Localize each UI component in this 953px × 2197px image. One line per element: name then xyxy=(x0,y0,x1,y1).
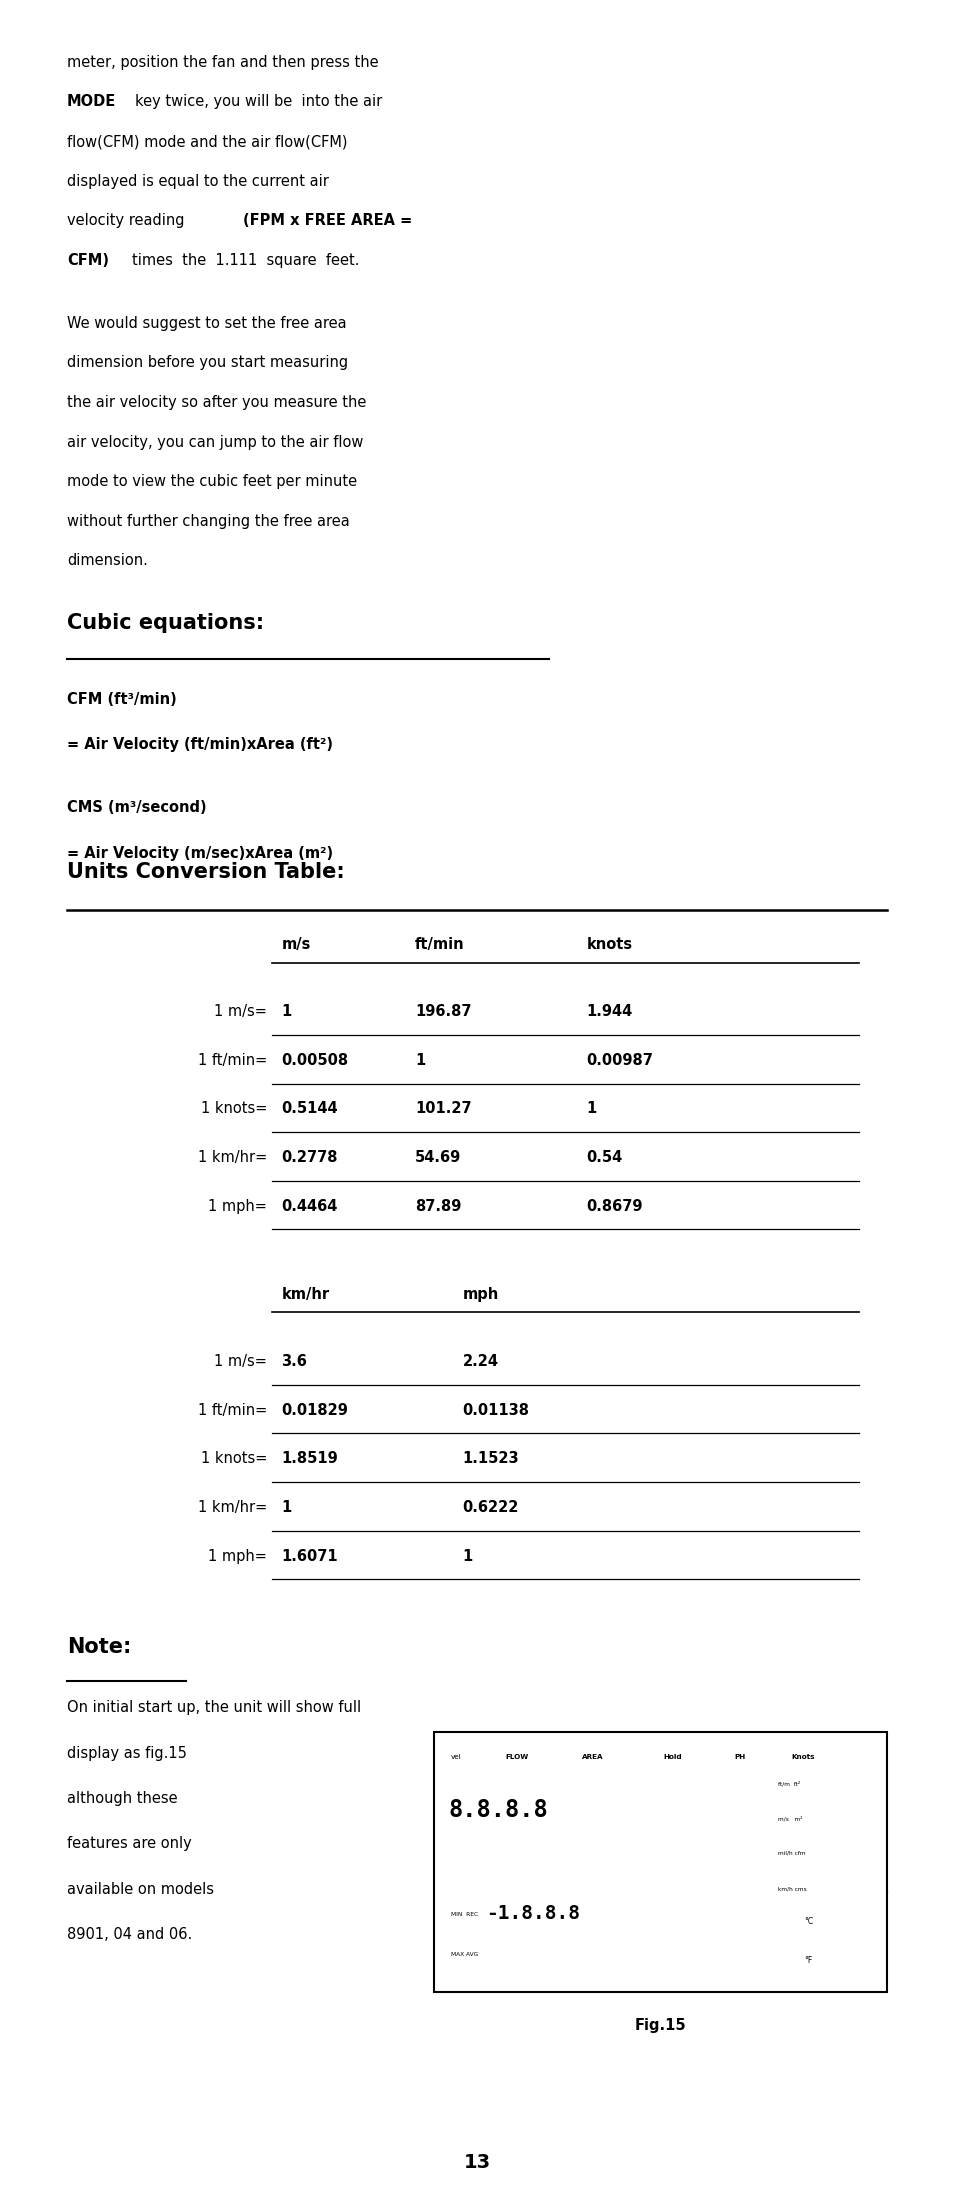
Text: 196.87: 196.87 xyxy=(415,1004,471,1019)
Text: PH: PH xyxy=(734,1755,745,1760)
Text: 1: 1 xyxy=(415,1052,425,1068)
Text: FLOW: FLOW xyxy=(505,1755,528,1760)
Text: 1 knots=: 1 knots= xyxy=(200,1452,267,1465)
Text: = Air Velocity (m/sec)xArea (m²): = Air Velocity (m/sec)xArea (m²) xyxy=(67,846,333,861)
Text: 0.54: 0.54 xyxy=(586,1149,622,1164)
Text: display as fig.15: display as fig.15 xyxy=(67,1747,187,1760)
Text: 87.89: 87.89 xyxy=(415,1200,461,1213)
Text: Fig.15: Fig.15 xyxy=(634,2019,686,2032)
Text: 0.01829: 0.01829 xyxy=(281,1402,348,1417)
Text: 1: 1 xyxy=(281,1501,292,1516)
Text: flow(CFM) mode and the air flow(CFM): flow(CFM) mode and the air flow(CFM) xyxy=(67,134,347,149)
Text: 1 m/s=: 1 m/s= xyxy=(214,1353,267,1369)
Text: 1.944: 1.944 xyxy=(586,1004,632,1019)
Text: 0.4464: 0.4464 xyxy=(281,1200,337,1213)
Text: velocity reading: velocity reading xyxy=(67,213,189,228)
Text: 54.69: 54.69 xyxy=(415,1149,460,1164)
Text: 1.1523: 1.1523 xyxy=(462,1452,518,1465)
Text: Hold: Hold xyxy=(662,1755,681,1760)
Text: MAX AVG: MAX AVG xyxy=(451,1953,478,1958)
Text: 0.00987: 0.00987 xyxy=(586,1052,653,1068)
Text: mode to view the cubic feet per minute: mode to view the cubic feet per minute xyxy=(67,475,356,490)
Text: MODE: MODE xyxy=(67,94,116,110)
Text: CFM (ft³/min): CFM (ft³/min) xyxy=(67,692,176,707)
Text: AREA: AREA xyxy=(581,1755,603,1760)
Text: 0.6222: 0.6222 xyxy=(462,1501,518,1516)
Text: 1: 1 xyxy=(281,1004,292,1019)
Text: (FPM x FREE AREA =: (FPM x FREE AREA = xyxy=(243,213,412,228)
Text: 8901, 04 and 06.: 8901, 04 and 06. xyxy=(67,1927,192,1942)
Text: 2.24: 2.24 xyxy=(462,1353,498,1369)
Text: 1 knots=: 1 knots= xyxy=(200,1101,267,1116)
Text: displayed is equal to the current air: displayed is equal to the current air xyxy=(67,174,329,189)
Text: although these: although these xyxy=(67,1791,177,1806)
Text: 13: 13 xyxy=(463,2153,490,2173)
Text: air velocity, you can jump to the air flow: air velocity, you can jump to the air fl… xyxy=(67,435,363,450)
Text: We would suggest to set the free area: We would suggest to set the free area xyxy=(67,316,346,332)
Text: features are only: features are only xyxy=(67,1837,192,1852)
Text: 1 km/hr=: 1 km/hr= xyxy=(197,1501,267,1516)
Text: Note:: Note: xyxy=(67,1637,131,1657)
Text: Cubic equations:: Cubic equations: xyxy=(67,613,264,633)
Text: mph: mph xyxy=(462,1287,498,1303)
Text: dimension.: dimension. xyxy=(67,554,148,569)
Text: mil/h cfm: mil/h cfm xyxy=(777,1852,804,1856)
Text: -1.8.8.8: -1.8.8.8 xyxy=(486,1905,580,1922)
Text: times  the  1.111  square  feet.: times the 1.111 square feet. xyxy=(132,253,358,268)
Text: 0.2778: 0.2778 xyxy=(281,1149,337,1164)
Text: without further changing the free area: without further changing the free area xyxy=(67,514,349,529)
Text: m/s   m²: m/s m² xyxy=(777,1817,801,1821)
Text: Knots: Knots xyxy=(791,1755,815,1760)
Text: 0.8679: 0.8679 xyxy=(586,1200,642,1213)
Text: key twice, you will be  into the air: key twice, you will be into the air xyxy=(135,94,382,110)
Text: km/h cms: km/h cms xyxy=(777,1887,805,1892)
Text: 1 km/hr=: 1 km/hr= xyxy=(197,1149,267,1164)
Text: m/s: m/s xyxy=(281,936,311,951)
Text: dimension before you start measuring: dimension before you start measuring xyxy=(67,356,348,371)
Text: 1: 1 xyxy=(586,1101,597,1116)
Text: 1 ft/min=: 1 ft/min= xyxy=(197,1052,267,1068)
Text: 3.6: 3.6 xyxy=(281,1353,307,1369)
Text: 1 mph=: 1 mph= xyxy=(208,1549,267,1564)
Text: 0.01138: 0.01138 xyxy=(462,1402,529,1417)
Text: 1 m/s=: 1 m/s= xyxy=(214,1004,267,1019)
Text: ft/min: ft/min xyxy=(415,936,464,951)
Text: 1.6071: 1.6071 xyxy=(281,1549,337,1564)
Text: 1: 1 xyxy=(462,1549,473,1564)
Text: MIN  REC: MIN REC xyxy=(451,1914,477,1918)
Text: 101.27: 101.27 xyxy=(415,1101,471,1116)
Text: On initial start up, the unit will show full: On initial start up, the unit will show … xyxy=(67,1700,360,1716)
FancyBboxPatch shape xyxy=(434,1733,886,1993)
Text: 1 ft/min=: 1 ft/min= xyxy=(197,1402,267,1417)
Text: ft/m  ft²: ft/m ft² xyxy=(777,1782,799,1786)
Text: CFM): CFM) xyxy=(67,253,109,268)
Text: available on models: available on models xyxy=(67,1883,213,1896)
Text: 1 mph=: 1 mph= xyxy=(208,1200,267,1213)
Text: the air velocity so after you measure the: the air velocity so after you measure th… xyxy=(67,395,366,411)
Text: 1.8519: 1.8519 xyxy=(281,1452,337,1465)
Text: °C: °C xyxy=(803,1918,813,1927)
Text: knots: knots xyxy=(586,936,632,951)
Text: CMS (m³/second): CMS (m³/second) xyxy=(67,800,206,815)
Text: meter, position the fan and then press the: meter, position the fan and then press t… xyxy=(67,55,378,70)
Text: vel: vel xyxy=(451,1755,461,1760)
Text: Units Conversion Table:: Units Conversion Table: xyxy=(67,861,344,881)
Text: 0.00508: 0.00508 xyxy=(281,1052,348,1068)
Text: = Air Velocity (ft/min)xArea (ft²): = Air Velocity (ft/min)xArea (ft²) xyxy=(67,738,333,751)
Text: km/hr: km/hr xyxy=(281,1287,329,1303)
Text: 0.5144: 0.5144 xyxy=(281,1101,337,1116)
Text: 8.8.8.8: 8.8.8.8 xyxy=(448,1799,548,1821)
Text: °F: °F xyxy=(803,1958,812,1966)
